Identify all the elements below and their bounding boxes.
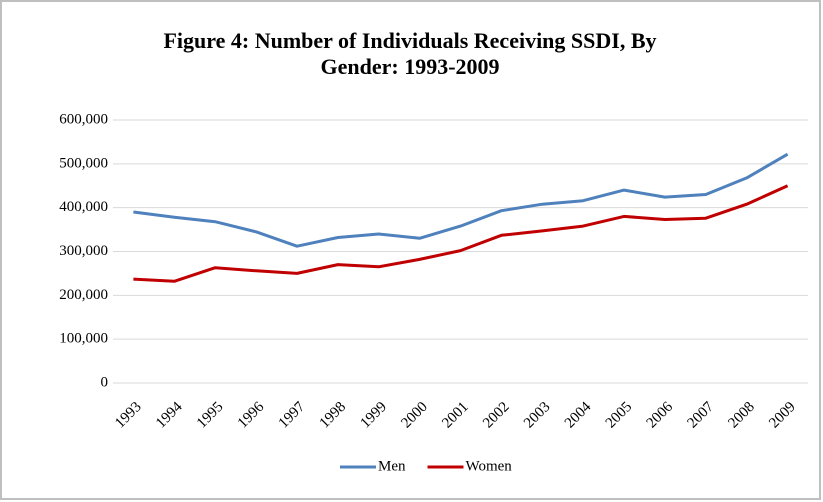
chart-title: Figure 4: Number of Individuals Receivin… <box>163 28 657 79</box>
y-tick-label: 100,000 <box>59 331 108 347</box>
y-tick-label: 200,000 <box>59 287 108 303</box>
y-tick-label: 600,000 <box>59 111 108 127</box>
y-tick-label: 300,000 <box>59 243 108 259</box>
legend-label: Women <box>466 458 513 474</box>
series-line <box>133 184 789 283</box>
y-tick-label: 400,000 <box>59 199 108 215</box>
y-tick-label: 500,000 <box>59 155 108 171</box>
y-tick-label: 0 <box>101 374 109 390</box>
series-line <box>133 152 789 248</box>
legend-label: Men <box>378 458 406 474</box>
